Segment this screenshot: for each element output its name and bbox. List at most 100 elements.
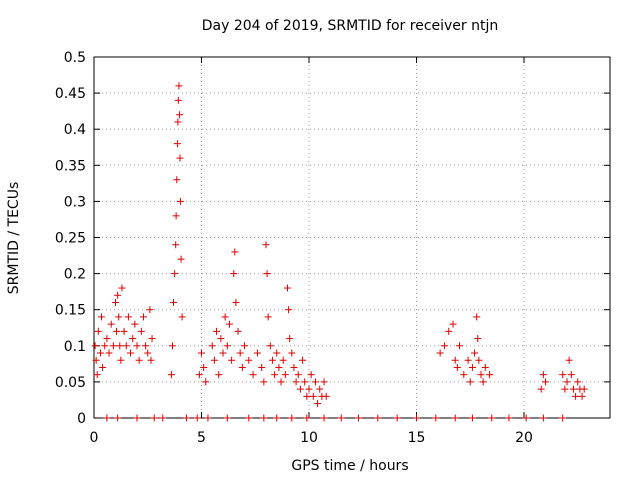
data-point bbox=[539, 371, 547, 379]
data-point bbox=[569, 385, 577, 393]
data-point bbox=[221, 313, 229, 321]
data-point bbox=[208, 342, 216, 350]
data-point bbox=[266, 342, 274, 350]
data-point bbox=[303, 392, 311, 400]
data-point bbox=[93, 371, 101, 379]
data-point bbox=[468, 414, 476, 422]
data-point bbox=[322, 392, 330, 400]
data-point bbox=[200, 363, 208, 371]
data-point bbox=[537, 385, 545, 393]
data-point bbox=[118, 284, 126, 292]
data-point bbox=[113, 327, 121, 335]
data-point bbox=[316, 385, 324, 393]
data-point bbox=[539, 414, 547, 422]
data-point bbox=[436, 349, 444, 357]
data-point bbox=[120, 327, 128, 335]
data-point bbox=[481, 363, 489, 371]
y-tick-label: 0.3 bbox=[64, 194, 86, 210]
data-point bbox=[124, 313, 132, 321]
data-point bbox=[133, 414, 141, 422]
data-point bbox=[277, 378, 285, 386]
data-point bbox=[238, 363, 246, 371]
data-point bbox=[311, 378, 319, 386]
data-point bbox=[309, 392, 317, 400]
data-point bbox=[284, 284, 291, 292]
data-point bbox=[176, 154, 184, 162]
y-tick-label: 0.4 bbox=[64, 122, 86, 138]
data-point bbox=[144, 349, 152, 357]
data-point bbox=[115, 313, 123, 321]
data-point bbox=[167, 371, 175, 379]
data-point bbox=[109, 342, 117, 350]
data-point bbox=[288, 349, 296, 357]
data-point bbox=[488, 414, 496, 422]
data-point bbox=[299, 356, 307, 364]
data-point bbox=[320, 414, 328, 422]
data-point bbox=[464, 356, 472, 364]
data-point bbox=[101, 342, 109, 350]
data-point bbox=[142, 342, 150, 350]
data-point bbox=[542, 378, 549, 386]
data-point bbox=[103, 335, 111, 343]
data-point bbox=[175, 82, 183, 90]
data-point bbox=[413, 414, 420, 422]
data-point bbox=[273, 414, 281, 422]
y-tick-label: 0.05 bbox=[55, 375, 86, 391]
data-point bbox=[271, 371, 279, 379]
data-point bbox=[258, 363, 266, 371]
data-point bbox=[176, 197, 184, 205]
data-point bbox=[565, 356, 573, 364]
data-point bbox=[296, 385, 304, 393]
plot-area-frame bbox=[93, 56, 611, 419]
data-point bbox=[451, 356, 459, 364]
data-point bbox=[172, 212, 180, 220]
data-point bbox=[173, 176, 181, 184]
data-point bbox=[241, 342, 248, 350]
y-tick-label: 0.15 bbox=[55, 303, 86, 319]
data-point bbox=[305, 385, 313, 393]
data-point bbox=[219, 349, 227, 357]
data-point bbox=[94, 327, 102, 335]
data-point bbox=[223, 414, 231, 422]
data-point bbox=[294, 371, 302, 379]
data-point bbox=[245, 414, 253, 422]
data-points bbox=[91, 82, 588, 422]
x-tick-label: 0 bbox=[90, 430, 99, 446]
data-point bbox=[174, 118, 182, 126]
data-point bbox=[449, 320, 457, 328]
data-point bbox=[215, 371, 223, 379]
data-point bbox=[147, 356, 155, 364]
data-point bbox=[234, 327, 242, 335]
data-point bbox=[303, 414, 311, 422]
data-point bbox=[150, 414, 158, 422]
data-point bbox=[314, 400, 322, 408]
data-point bbox=[273, 349, 281, 357]
data-point bbox=[275, 363, 283, 371]
data-point bbox=[193, 414, 201, 422]
data-point bbox=[133, 342, 141, 350]
data-point bbox=[122, 342, 130, 350]
chart-title: Day 204 of 2019, SRMTID for receiver ntj… bbox=[202, 18, 499, 34]
data-point bbox=[290, 363, 298, 371]
data-point bbox=[171, 270, 179, 278]
data-point bbox=[170, 298, 178, 306]
data-point bbox=[98, 313, 106, 321]
data-point bbox=[168, 342, 176, 350]
data-point bbox=[114, 291, 122, 299]
data-point bbox=[210, 356, 218, 364]
data-point bbox=[249, 371, 257, 379]
data-point bbox=[574, 378, 582, 386]
x-tick-label: 20 bbox=[515, 430, 533, 446]
data-point bbox=[286, 335, 294, 343]
data-point bbox=[230, 270, 238, 278]
data-point bbox=[103, 414, 111, 422]
data-point bbox=[117, 356, 125, 364]
y-tick-label: 0.2 bbox=[64, 267, 86, 283]
data-point bbox=[131, 320, 139, 328]
data-point bbox=[285, 306, 293, 314]
data-point bbox=[178, 313, 186, 321]
data-point bbox=[177, 255, 185, 263]
data-point bbox=[301, 378, 309, 386]
